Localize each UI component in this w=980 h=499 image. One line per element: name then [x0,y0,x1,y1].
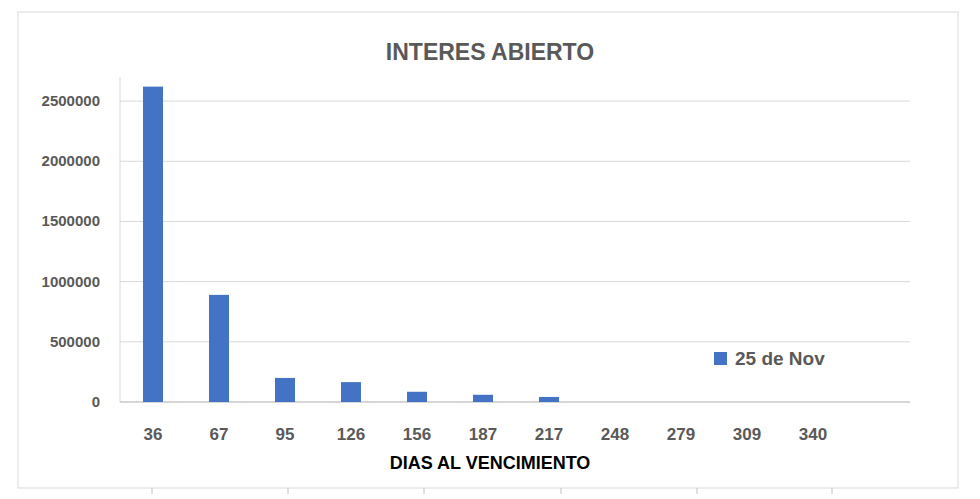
y-tick-label: 1500000 [42,212,100,229]
x-tick-label: 36 [144,425,163,444]
x-tick-label: 95 [276,425,295,444]
bar [539,397,559,402]
frame-tick [832,488,833,494]
grid-line [120,101,910,102]
bar [803,402,823,403]
x-tick-label: 279 [667,425,695,444]
bar [671,402,691,403]
y-tick-label: 2500000 [42,92,100,109]
grid-line [120,281,910,282]
frame-tick [561,488,562,494]
bar [143,87,163,402]
chart-svg: 0 500000 1000000 1500000 2000000 2500000 36 67 9… [0,0,980,499]
x-tick-label: 156 [403,425,431,444]
x-tick-label: 309 [733,425,761,444]
bar [275,378,295,402]
grid-line [120,221,910,222]
x-tick-label: 126 [337,425,365,444]
grid-line [120,402,910,403]
y-tick-label: 2000000 [42,152,100,169]
bars-group [143,87,559,402]
x-axis-line [120,402,910,403]
y-axis-line [120,77,121,402]
legend-label: 25 de Nov [735,348,825,369]
x-tick-label: 187 [469,425,497,444]
x-tick-label: 217 [535,425,563,444]
bar [209,295,229,402]
x-tick-label: 248 [601,425,629,444]
x-tick-label: 340 [799,425,827,444]
chart-container: 0 500000 1000000 1500000 2000000 2500000 36 67 9… [0,0,980,499]
bar [737,402,757,403]
bar [473,395,493,402]
bar [407,392,427,402]
y-tick-label: 0 [92,393,100,410]
y-tick-label: 500000 [50,333,100,350]
bar [605,402,625,403]
x-axis-label: DIAS AL VENCIMIENTO [390,453,591,473]
bar [341,382,361,402]
legend-swatch [714,352,727,365]
grid-line [120,161,910,162]
frame-tick [697,488,698,494]
frame-tick [288,488,289,494]
grid-line [120,341,910,342]
frame-tick [152,488,153,494]
x-tick-label: 67 [210,425,229,444]
frame-tick [424,488,425,494]
chart-title: INTERES ABIERTO [386,39,594,65]
y-tick-label: 1000000 [42,273,100,290]
chart-border [18,12,958,488]
